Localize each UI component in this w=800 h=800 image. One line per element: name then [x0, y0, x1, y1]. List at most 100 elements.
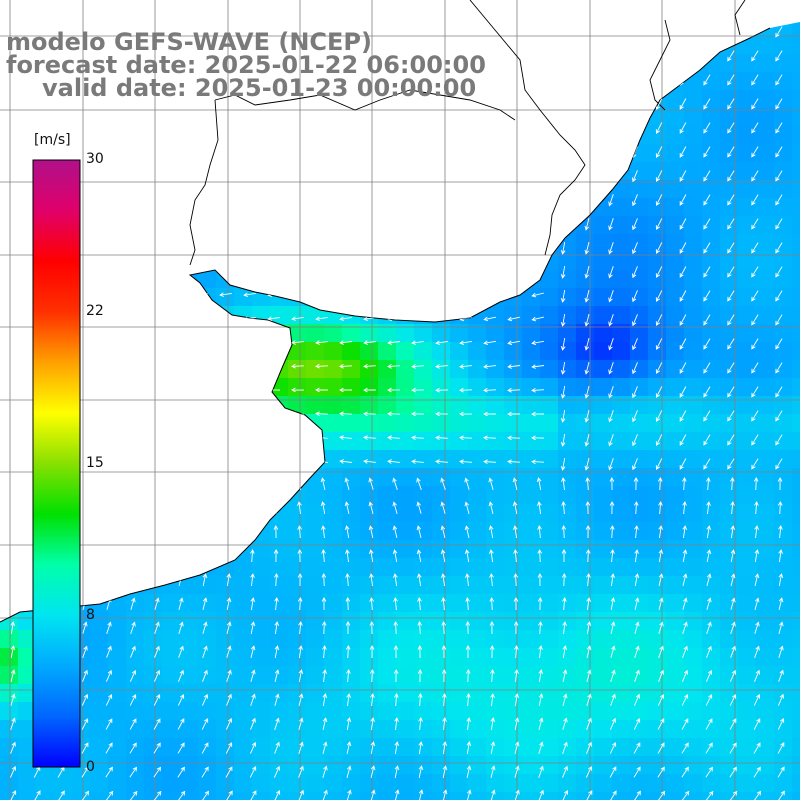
field-cell	[486, 0, 505, 19]
field-cell	[576, 432, 595, 451]
field-cell	[720, 108, 739, 127]
field-cell	[486, 468, 505, 487]
field-cell	[450, 162, 469, 181]
field-cell	[432, 342, 451, 361]
field-cell	[126, 432, 145, 451]
field-cell	[576, 306, 595, 325]
wind-arrow	[417, 597, 422, 611]
field-cell	[630, 252, 649, 271]
wind-arrow	[514, 693, 520, 706]
field-cell	[216, 162, 235, 181]
field-cell	[216, 540, 235, 559]
field-cell	[252, 720, 271, 739]
field-cell	[234, 270, 253, 289]
wind-arrow	[560, 98, 566, 111]
field-cell	[774, 738, 793, 757]
field-cell	[792, 306, 800, 325]
field-cell	[126, 648, 145, 667]
wind-arrow	[727, 218, 735, 230]
wind-arrow	[435, 435, 449, 440]
field-cell	[558, 144, 577, 163]
wind-arrow	[561, 501, 566, 515]
wind-arrow	[586, 621, 592, 634]
field-cell	[594, 162, 613, 181]
wind-arrow	[75, 122, 88, 128]
field-cell	[540, 22, 559, 37]
field-cell	[702, 324, 721, 343]
field-cell	[504, 396, 523, 415]
field-cell	[252, 630, 271, 649]
wind-arrow	[81, 718, 89, 730]
field-cell	[0, 684, 19, 703]
field-cell	[450, 468, 469, 487]
field-cell	[486, 72, 505, 91]
field-cell	[90, 180, 109, 199]
field-cell	[432, 612, 451, 631]
wind-arrow	[657, 477, 663, 491]
field-cell	[306, 144, 325, 163]
field-cell	[684, 738, 703, 757]
field-cell	[684, 414, 703, 433]
wind-arrow	[82, 669, 88, 682]
field-cell	[360, 180, 379, 199]
field-cell	[180, 198, 199, 217]
wind-arrow	[339, 316, 353, 322]
wind-arrow	[751, 170, 759, 182]
field-cell	[144, 522, 163, 541]
field-cell	[324, 288, 343, 307]
field-cell	[342, 108, 361, 127]
wind-arrow	[243, 340, 257, 345]
field-cell	[396, 792, 415, 800]
wind-arrow	[655, 362, 663, 375]
wind-arrow	[459, 268, 472, 274]
field-cell	[144, 378, 163, 397]
field-cell	[702, 630, 721, 649]
field-cell	[576, 36, 595, 55]
field-cell	[108, 396, 127, 415]
field-cell	[162, 360, 181, 379]
field-cell	[288, 432, 307, 451]
field-cell	[540, 162, 559, 181]
field-cell	[540, 54, 559, 73]
field-cell	[738, 180, 757, 199]
field-cell	[18, 666, 37, 685]
field-cell	[126, 360, 145, 379]
wind-arrow	[703, 458, 711, 470]
wind-arrow	[703, 218, 711, 230]
field-cell	[306, 162, 325, 181]
field-cell	[144, 468, 163, 487]
field-cell	[126, 666, 145, 685]
field-cell	[702, 432, 721, 451]
wind-arrow	[584, 361, 590, 375]
field-cell	[630, 396, 649, 415]
field-cell	[144, 666, 163, 685]
field-cell	[630, 414, 649, 433]
field-cell	[144, 612, 163, 631]
field-cell	[108, 378, 127, 397]
field-cell	[414, 126, 433, 145]
field-cell	[792, 504, 800, 523]
field-cell	[468, 162, 487, 181]
field-cell	[342, 126, 361, 145]
field-cell	[180, 288, 199, 307]
field-cell	[414, 648, 433, 667]
field-cell	[108, 666, 127, 685]
field-cell	[324, 0, 343, 19]
wind-arrow	[703, 362, 711, 374]
field-cell	[792, 522, 800, 541]
field-cell	[396, 324, 415, 343]
field-cell	[72, 108, 91, 127]
wind-arrow	[751, 314, 759, 326]
field-cell	[468, 702, 487, 721]
field-cell	[486, 540, 505, 559]
field-cell	[162, 288, 181, 307]
wind-arrow	[202, 669, 208, 682]
field-cell	[612, 324, 631, 343]
field-cell	[360, 630, 379, 649]
field-cell	[756, 720, 775, 739]
wind-arrow	[679, 410, 687, 422]
field-cell	[414, 612, 433, 631]
field-cell	[792, 486, 800, 505]
field-cell	[0, 486, 19, 505]
wind-arrow	[465, 645, 471, 658]
